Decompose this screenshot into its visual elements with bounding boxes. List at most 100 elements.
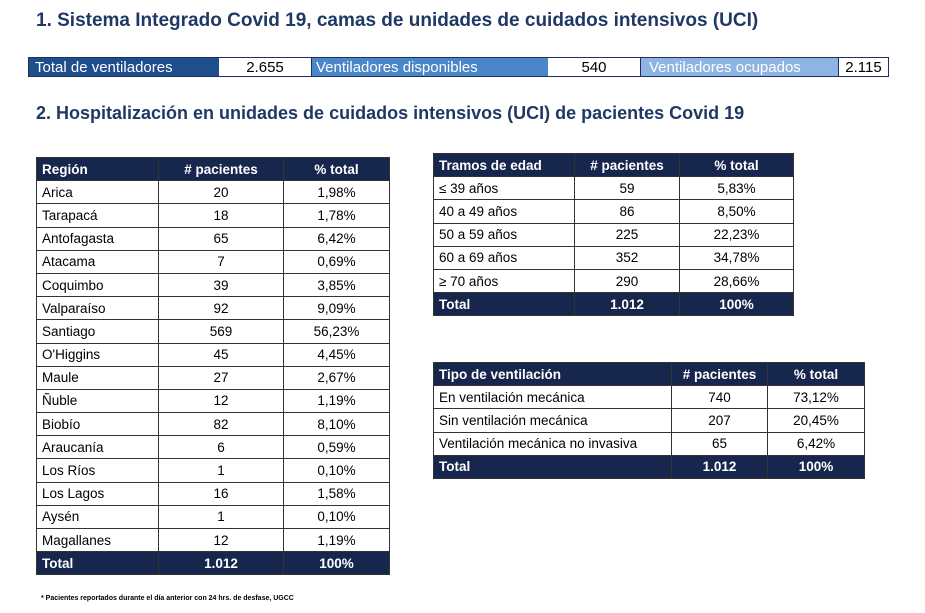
percent-total: 3,85% [283,272,390,298]
percent-total: 0,59% [283,435,390,460]
ventiladores-disponibles-value: 540 [548,58,640,76]
patient-count: 65 [158,226,284,251]
table-total-row: Total 1.012 100% [433,454,865,479]
table-row: Maule 27 2,67% [36,365,390,390]
table-row: Valparaíso 92 9,09% [36,296,390,321]
table-row: Atacama 7 0,69% [36,249,390,274]
patient-count: 6 [158,435,284,460]
percent-total: 1,19% [283,388,390,414]
percent-total: 4,45% [283,342,390,367]
footnote: * Pacientes reportados durante el día an… [41,595,294,602]
table-row: Tarapacá 18 1,78% [36,203,390,228]
percent-total: 0,10% [283,504,390,530]
percent-total: 1,98% [283,180,390,205]
row-label: 50 a 59 años [433,222,575,247]
total-label: Total [433,454,672,479]
row-label: Araucanía [36,435,159,460]
patient-count: 86 [574,199,680,224]
row-label: 40 a 49 años [433,199,575,224]
patient-count: 1 [158,504,284,530]
patient-count: 27 [158,365,284,390]
patient-count: 59 [574,176,680,201]
table-row: Los Lagos 16 1,58% [36,481,390,506]
total-ventiladores-label: Total de ventiladores [29,58,219,76]
table-total-row: Total 1.012 100% [36,551,390,576]
percent-total: 8,50% [679,199,794,224]
column-header: # pacientes [671,361,768,387]
column-header: % total [767,361,865,387]
patient-count: 1 [158,458,284,483]
percent-total: 9,09% [283,296,390,321]
row-label: ≥ 70 años [433,268,575,294]
row-label: Ventilación mecánica no invasiva [433,431,672,456]
patient-count: 20 [158,180,284,205]
ventiladores-ocupados-label: Ventiladores ocupados [640,58,838,76]
percent-total: 1,58% [283,481,390,506]
region-table: Región # pacientes% total Arica 20 1,98% Tar… [36,156,390,576]
total-label: Total [36,551,159,576]
row-label: Atacama [36,249,159,274]
percent-total: 28,66% [679,268,794,294]
table-row: Sin ventilación mecánica 207 20,45% [433,408,865,433]
table-header-row: Región # pacientes% total [36,156,390,182]
table-row: 40 a 49 años 86 8,50% [433,199,794,224]
row-label: Coquimbo [36,272,159,298]
percent-total: 56,23% [283,319,390,344]
table-row: Magallanes 12 1,19% [36,527,390,553]
percent-total: 6,42% [283,226,390,251]
table-row: Santiago 569 56,23% [36,319,390,344]
ventilacion-table: Tipo de ventilación # pacientes% total En… [433,361,865,479]
table-row: ≥ 70 años 290 28,66% [433,268,794,294]
row-label: Santiago [36,319,159,344]
patient-count: 18 [158,203,284,228]
table-total-row: Total 1.012 100% [433,292,794,317]
row-label: Aysén [36,504,159,530]
table-row: Ventilación mecánica no invasiva 65 6,42% [433,431,865,456]
column-header: Tipo de ventilación [433,361,672,387]
row-label: Biobío [36,412,159,437]
table-row: Aysén 1 0,10% [36,504,390,530]
total-count: 1.012 [574,292,680,317]
table-row: Araucanía 6 0,59% [36,435,390,460]
table-row: En ventilación mecánica 740 73,12% [433,385,865,410]
percent-total: 1,78% [283,203,390,228]
table-header-row: Tipo de ventilación # pacientes% total [433,361,865,387]
total-count: 1.012 [158,551,284,576]
row-label: Antofagasta [36,226,159,251]
row-label: Sin ventilación mecánica [433,408,672,433]
table-row: Antofagasta 65 6,42% [36,226,390,251]
total-count: 1.012 [671,454,768,479]
table-header-row: Tramos de edad # pacientes% total [433,152,794,178]
table-row: Ñuble 12 1,19% [36,388,390,414]
percent-total: 73,12% [767,385,865,410]
row-label: Valparaíso [36,296,159,321]
patient-count: 39 [158,272,284,298]
column-header: % total [679,152,794,178]
patient-count: 569 [158,319,284,344]
column-header: Tramos de edad [433,152,575,178]
total-percent: 100% [283,551,390,576]
row-label: ≤ 39 años [433,176,575,201]
percent-total: 2,67% [283,365,390,390]
percent-total: 22,23% [679,222,794,247]
table-row: Arica 20 1,98% [36,180,390,205]
percent-total: 0,69% [283,249,390,274]
row-label: Los Lagos [36,481,159,506]
patient-count: 82 [158,412,284,437]
section1-title: 1. Sistema Integrado Covid 19, camas de … [36,10,759,31]
total-percent: 100% [679,292,794,317]
percent-total: 8,10% [283,412,390,437]
percent-total: 20,45% [767,408,865,433]
patient-count: 65 [671,431,768,456]
percent-total: 5,83% [679,176,794,201]
table-row: O'Higgins 45 4,45% [36,342,390,367]
patient-count: 225 [574,222,680,247]
percent-total: 6,42% [767,431,865,456]
row-label: Maule [36,365,159,390]
row-label: Tarapacá [36,203,159,228]
patient-count: 7 [158,249,284,274]
column-header: # pacientes [158,156,284,182]
edad-table: Tramos de edad # pacientes% total ≤ 39 añ… [433,152,794,317]
ventiladores-ocupados-value: 2.115 [838,58,888,76]
total-label: Total [433,292,575,317]
